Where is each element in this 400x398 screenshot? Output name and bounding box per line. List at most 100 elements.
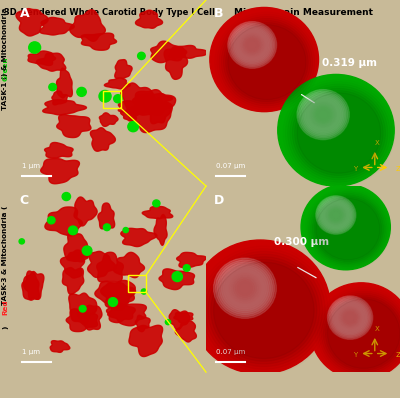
Circle shape bbox=[320, 199, 352, 231]
Polygon shape bbox=[135, 90, 176, 115]
Circle shape bbox=[243, 36, 262, 54]
Text: Y: Y bbox=[354, 352, 358, 358]
Polygon shape bbox=[104, 78, 130, 89]
Text: 1 μm: 1 μm bbox=[22, 349, 40, 355]
Polygon shape bbox=[16, 9, 48, 36]
Polygon shape bbox=[45, 207, 82, 236]
Polygon shape bbox=[36, 53, 66, 71]
Polygon shape bbox=[50, 341, 70, 352]
Circle shape bbox=[302, 94, 344, 135]
Circle shape bbox=[123, 228, 128, 233]
Circle shape bbox=[242, 35, 263, 55]
Polygon shape bbox=[70, 10, 105, 41]
Polygon shape bbox=[95, 281, 135, 310]
Circle shape bbox=[226, 23, 308, 102]
Circle shape bbox=[342, 310, 359, 326]
Polygon shape bbox=[90, 128, 115, 151]
Circle shape bbox=[223, 267, 266, 309]
Circle shape bbox=[99, 90, 111, 102]
Text: ): ) bbox=[2, 325, 8, 328]
Polygon shape bbox=[108, 304, 146, 326]
Circle shape bbox=[232, 26, 272, 64]
Circle shape bbox=[114, 95, 122, 103]
Text: TASK-1 (: TASK-1 ( bbox=[2, 76, 8, 110]
Circle shape bbox=[128, 121, 138, 132]
Circle shape bbox=[328, 208, 343, 222]
Circle shape bbox=[49, 84, 56, 91]
Circle shape bbox=[79, 306, 86, 312]
Polygon shape bbox=[57, 115, 91, 138]
Polygon shape bbox=[136, 10, 162, 28]
Polygon shape bbox=[118, 101, 157, 115]
Circle shape bbox=[238, 32, 266, 58]
Circle shape bbox=[77, 88, 86, 96]
Circle shape bbox=[328, 299, 400, 369]
Text: D: D bbox=[214, 193, 224, 207]
Circle shape bbox=[19, 239, 24, 244]
Circle shape bbox=[333, 301, 367, 334]
Circle shape bbox=[278, 74, 394, 186]
Polygon shape bbox=[41, 159, 80, 184]
Polygon shape bbox=[164, 47, 188, 79]
Circle shape bbox=[141, 289, 147, 294]
Polygon shape bbox=[43, 100, 86, 115]
Circle shape bbox=[295, 91, 383, 176]
Circle shape bbox=[324, 204, 347, 226]
Text: 0.07 μm: 0.07 μm bbox=[216, 349, 245, 355]
Circle shape bbox=[237, 30, 268, 60]
Circle shape bbox=[321, 201, 351, 230]
Circle shape bbox=[312, 195, 384, 263]
Circle shape bbox=[325, 297, 400, 371]
Polygon shape bbox=[114, 252, 144, 278]
Text: C: C bbox=[20, 193, 29, 207]
Circle shape bbox=[231, 24, 274, 65]
Polygon shape bbox=[133, 95, 155, 108]
Polygon shape bbox=[52, 91, 67, 105]
Polygon shape bbox=[138, 94, 173, 107]
Circle shape bbox=[234, 27, 270, 62]
Circle shape bbox=[327, 207, 345, 223]
Polygon shape bbox=[40, 18, 74, 35]
Circle shape bbox=[326, 205, 346, 224]
Circle shape bbox=[214, 262, 314, 359]
Polygon shape bbox=[115, 60, 132, 78]
Bar bbox=[128, 275, 146, 292]
Polygon shape bbox=[177, 252, 206, 267]
Circle shape bbox=[336, 304, 364, 331]
Circle shape bbox=[228, 25, 306, 100]
Circle shape bbox=[227, 271, 263, 305]
Circle shape bbox=[330, 298, 370, 337]
Circle shape bbox=[62, 193, 70, 201]
Text: TASK-3 & Mitochondria (: TASK-3 & Mitochondria ( bbox=[2, 205, 8, 305]
Circle shape bbox=[318, 198, 354, 232]
Circle shape bbox=[312, 103, 335, 126]
Circle shape bbox=[316, 198, 380, 260]
Circle shape bbox=[229, 273, 261, 303]
Polygon shape bbox=[121, 228, 157, 247]
Circle shape bbox=[314, 197, 382, 261]
Text: Red: Red bbox=[2, 299, 8, 315]
Circle shape bbox=[211, 259, 317, 361]
Circle shape bbox=[339, 307, 362, 328]
Circle shape bbox=[313, 105, 333, 124]
Polygon shape bbox=[101, 283, 136, 309]
Bar bbox=[103, 91, 121, 108]
Text: X: X bbox=[374, 326, 379, 332]
Text: ) & Mitochondria: ) & Mitochondria bbox=[2, 7, 8, 76]
Polygon shape bbox=[69, 293, 97, 324]
Polygon shape bbox=[28, 51, 56, 65]
Circle shape bbox=[311, 283, 400, 380]
Circle shape bbox=[300, 93, 346, 137]
Circle shape bbox=[82, 246, 92, 255]
Circle shape bbox=[322, 202, 350, 228]
Polygon shape bbox=[99, 113, 118, 127]
Circle shape bbox=[292, 88, 386, 178]
Circle shape bbox=[307, 99, 340, 130]
Circle shape bbox=[48, 217, 55, 224]
Polygon shape bbox=[81, 33, 116, 50]
Polygon shape bbox=[22, 271, 39, 300]
Polygon shape bbox=[62, 267, 84, 295]
Circle shape bbox=[208, 257, 320, 364]
Circle shape bbox=[218, 262, 272, 315]
Circle shape bbox=[332, 300, 368, 336]
